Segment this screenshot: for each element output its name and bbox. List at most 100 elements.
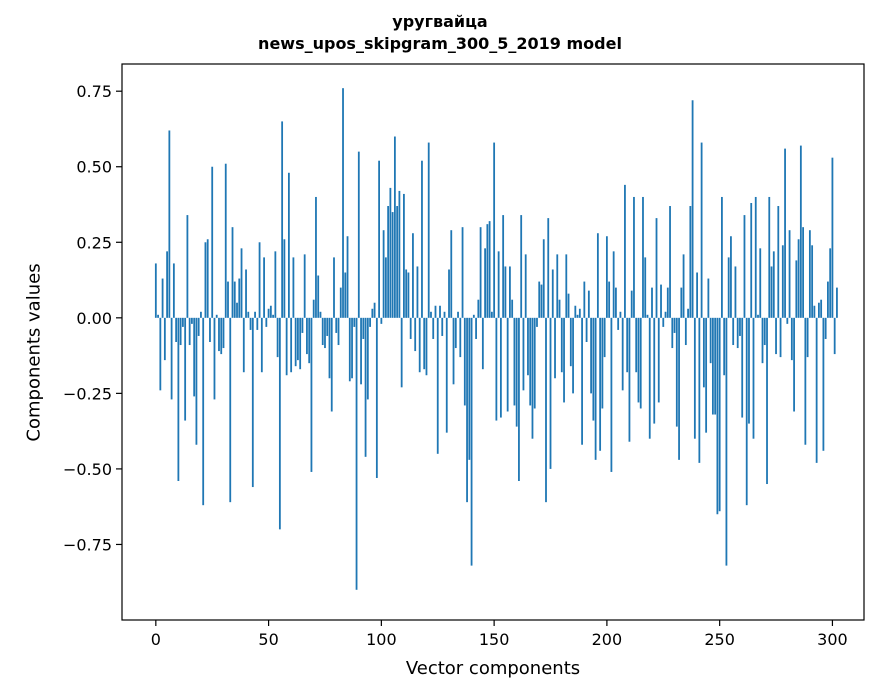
bar xyxy=(698,317,701,463)
bar xyxy=(357,151,360,318)
bar xyxy=(772,251,775,318)
bar xyxy=(215,314,218,318)
bar xyxy=(549,317,552,469)
x-axis-ticks: 0 50 100 150 200 250 300 xyxy=(151,620,848,649)
bar xyxy=(822,317,825,451)
bar xyxy=(520,215,523,318)
bar xyxy=(333,257,335,318)
bar xyxy=(224,163,227,318)
bar xyxy=(524,254,527,318)
bar xyxy=(283,239,286,318)
bar xyxy=(430,311,432,318)
bar xyxy=(795,260,798,318)
plot-area xyxy=(122,64,864,620)
bar xyxy=(384,257,387,318)
x-tick-label: 150 xyxy=(479,630,510,649)
bar xyxy=(533,317,536,409)
bar xyxy=(657,317,660,403)
bar xyxy=(488,221,491,318)
bar xyxy=(281,121,284,318)
bar xyxy=(529,317,532,406)
bar xyxy=(531,317,534,439)
bar xyxy=(786,317,789,324)
bar xyxy=(254,311,256,318)
bar xyxy=(400,317,403,388)
bar xyxy=(477,299,480,318)
bar xyxy=(443,311,446,318)
x-tick-label: 300 xyxy=(817,630,848,649)
bar xyxy=(596,233,599,318)
bar xyxy=(560,317,563,373)
bar xyxy=(513,317,516,406)
bar xyxy=(161,278,164,318)
bar xyxy=(646,314,649,318)
bar xyxy=(799,145,802,318)
bar xyxy=(258,242,261,318)
bar xyxy=(504,266,507,318)
bar xyxy=(583,281,586,318)
bar xyxy=(339,287,342,318)
bar xyxy=(736,317,739,349)
bar xyxy=(527,317,529,376)
y-tick-label: −0.25 xyxy=(63,384,112,403)
bar xyxy=(231,227,234,318)
bar xyxy=(292,257,295,318)
bar xyxy=(461,227,464,318)
bar xyxy=(770,266,773,318)
bar xyxy=(714,317,717,415)
bar xyxy=(287,172,290,318)
bar xyxy=(310,317,313,472)
bar xyxy=(820,299,823,318)
bar xyxy=(723,317,726,376)
bar xyxy=(278,317,281,530)
bar xyxy=(693,317,696,439)
bar xyxy=(306,317,308,355)
bar xyxy=(407,272,410,318)
bar xyxy=(827,281,829,318)
bar xyxy=(734,266,737,318)
bar xyxy=(824,317,827,339)
bar xyxy=(768,196,771,318)
x-axis-label: Vector components xyxy=(405,658,581,679)
bar xyxy=(775,317,777,355)
bar xyxy=(416,266,419,318)
bar xyxy=(445,317,448,433)
bar xyxy=(330,317,333,412)
bar xyxy=(326,317,329,336)
bar xyxy=(409,317,412,339)
bar xyxy=(538,281,541,318)
bar xyxy=(303,254,306,318)
bar xyxy=(790,317,793,361)
bar xyxy=(673,317,676,333)
bar xyxy=(752,317,755,439)
bar xyxy=(362,317,365,339)
bar xyxy=(272,314,274,318)
bar xyxy=(709,317,712,364)
bar xyxy=(181,317,184,327)
bar xyxy=(468,317,471,460)
bar xyxy=(651,287,653,318)
bar xyxy=(743,215,746,318)
bar xyxy=(191,317,193,324)
bar xyxy=(831,157,834,318)
bar xyxy=(369,317,371,327)
bar xyxy=(276,317,279,358)
bar xyxy=(172,263,175,318)
bar xyxy=(175,317,178,342)
y-tick-label: 0.50 xyxy=(76,158,112,177)
bar xyxy=(301,317,304,333)
bar xyxy=(269,305,272,318)
bar xyxy=(193,317,196,397)
bar xyxy=(425,317,428,376)
bar xyxy=(353,317,356,327)
bar xyxy=(441,317,444,336)
bar xyxy=(662,317,665,327)
bar xyxy=(238,278,241,318)
bar xyxy=(542,239,545,318)
bar xyxy=(373,302,376,318)
bar xyxy=(655,218,658,318)
bar xyxy=(457,311,459,318)
bar xyxy=(635,317,638,373)
bar xyxy=(680,287,683,318)
y-axis-label: Components values xyxy=(23,263,45,442)
